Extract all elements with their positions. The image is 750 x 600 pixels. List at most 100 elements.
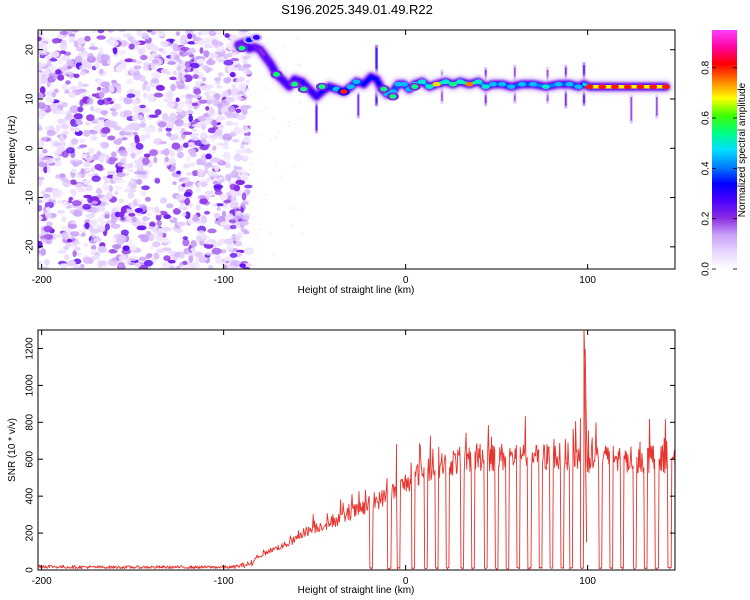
noise-speckle <box>159 211 168 216</box>
noise-speckle <box>175 31 181 36</box>
noise-speckle <box>183 247 190 255</box>
noise-speckle <box>189 162 195 167</box>
noise-speckle <box>38 102 46 109</box>
noise-speckle <box>172 181 177 186</box>
noise-speckle <box>74 55 83 63</box>
noise-speckle <box>235 108 242 113</box>
noise-speckle <box>241 192 247 201</box>
noise-speckle <box>293 206 297 210</box>
noise-speckle <box>182 142 189 148</box>
noise-speckle <box>57 199 63 205</box>
ridge-peak <box>449 81 457 87</box>
noise-speckle <box>146 85 151 92</box>
y-tick-label: -10 <box>25 190 36 205</box>
noise-speckle <box>208 52 218 59</box>
snr-frame <box>37 329 676 571</box>
noise-speckle <box>229 252 238 258</box>
noise-speckle <box>87 52 94 60</box>
noise-speckle <box>79 99 84 107</box>
noise-speckle <box>57 210 64 214</box>
noise-speckle <box>75 127 80 133</box>
noise-speckle <box>101 59 108 67</box>
noise-speckle <box>197 71 204 80</box>
noise-speckle <box>199 47 204 54</box>
noise-speckle <box>223 92 229 96</box>
noise-speckle <box>79 65 86 70</box>
noise-speckle <box>128 261 136 266</box>
noise-speckle <box>38 161 48 168</box>
noise-speckle <box>45 160 53 164</box>
noise-speckle <box>117 234 127 243</box>
noise-speckle <box>155 211 162 216</box>
noise-speckle <box>38 42 47 49</box>
noise-speckle <box>241 244 245 248</box>
noise-speckle <box>176 265 181 269</box>
ridge-peak <box>425 84 434 89</box>
y-tick-label: 20 <box>25 44 36 56</box>
noise-speckle <box>103 119 114 128</box>
noise-speckle <box>184 99 190 106</box>
noise-speckle <box>287 120 291 124</box>
noise-speckle <box>296 64 300 67</box>
noise-speckle <box>230 170 239 179</box>
noise-speckle <box>121 164 129 168</box>
noise-speckle <box>65 71 73 75</box>
noise-speckle <box>242 124 248 131</box>
noise-speckle <box>211 39 218 46</box>
noise-speckle <box>91 30 96 34</box>
noise-speckle <box>188 47 196 54</box>
noise-speckle <box>100 110 109 115</box>
noise-speckle <box>182 131 193 135</box>
noise-speckle <box>57 249 67 254</box>
noise-speckle <box>135 143 144 150</box>
noise-speckle <box>187 33 193 40</box>
noise-speckle <box>108 40 119 47</box>
noise-speckle <box>137 48 145 56</box>
noise-speckle <box>46 221 53 227</box>
noise-speckle <box>158 47 164 52</box>
noise-speckle <box>42 149 48 154</box>
noise-speckle <box>190 240 197 248</box>
noise-speckle <box>155 213 162 221</box>
noise-speckle <box>107 191 113 199</box>
noise-speckle <box>91 200 98 205</box>
noise-speckle <box>151 52 159 57</box>
noise-speckle <box>137 30 142 33</box>
x-tick-label: -200 <box>32 275 52 286</box>
noise-speckle <box>57 74 65 81</box>
noise-speckle <box>38 126 43 131</box>
noise-speckle <box>243 135 251 143</box>
noise-speckle <box>46 130 56 136</box>
noise-speckle <box>45 55 51 60</box>
noise-speckle <box>115 179 126 183</box>
noise-speckle <box>69 119 76 126</box>
noise-speckle <box>69 188 77 194</box>
noise-speckle <box>268 231 272 234</box>
noise-speckle <box>131 216 137 223</box>
noise-speckle <box>241 97 245 101</box>
noise-speckle <box>107 30 114 33</box>
noise-speckle <box>126 168 134 173</box>
ridge-blob <box>238 45 246 51</box>
noise-speckle <box>182 122 192 127</box>
noise-speckle <box>160 266 170 269</box>
noise-speckle <box>223 238 234 245</box>
noise-speckle <box>57 118 68 125</box>
noise-speckle <box>172 43 179 52</box>
noise-speckle <box>203 241 214 245</box>
noise-speckle <box>238 82 247 90</box>
noise-speckle <box>101 126 111 134</box>
noise-speckle <box>264 193 268 196</box>
noise-speckle <box>223 199 232 204</box>
noise-speckle <box>247 199 251 202</box>
noise-speckle <box>136 225 147 231</box>
noise-speckle <box>163 255 171 262</box>
noise-speckle <box>79 263 85 269</box>
noise-speckle <box>71 200 82 207</box>
noise-speckle <box>265 87 269 91</box>
noise-speckle <box>213 242 224 247</box>
noise-speckle <box>90 251 96 256</box>
noise-speckle <box>208 90 217 95</box>
snr-series-line <box>38 330 675 570</box>
noise-speckle <box>182 236 188 240</box>
